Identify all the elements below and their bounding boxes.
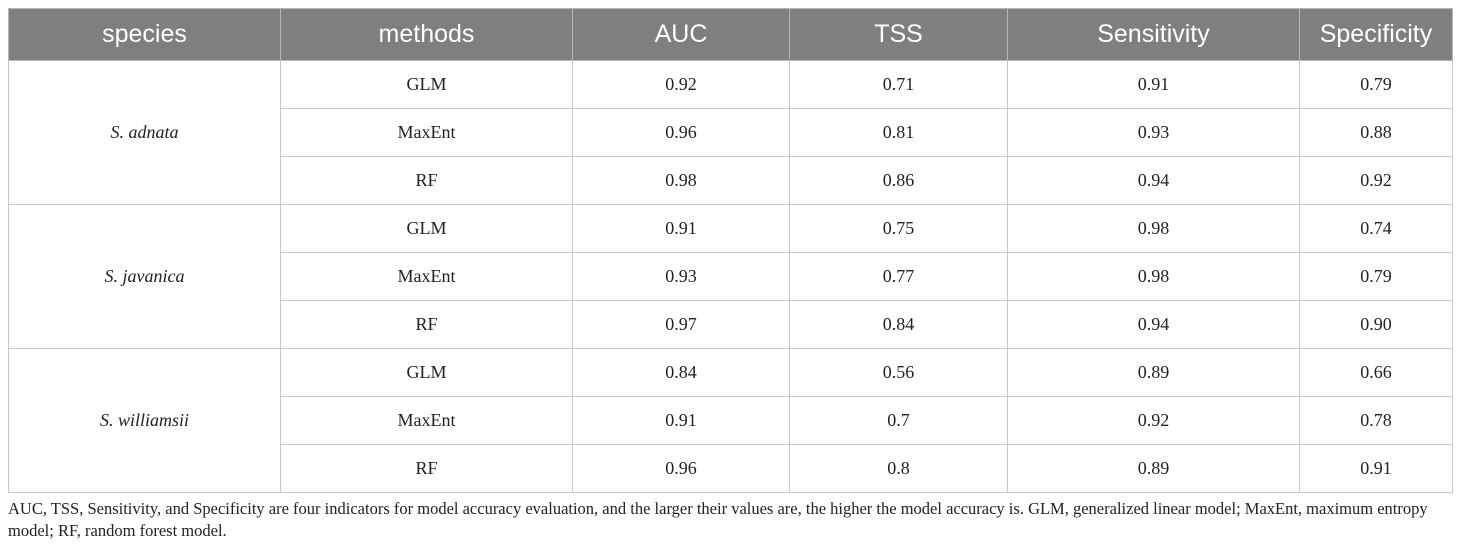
auc-cell: 0.96 (572, 444, 790, 493)
auc-cell: 0.93 (572, 252, 790, 301)
specificity-cell: 0.79 (1299, 252, 1453, 301)
table-row: MaxEnt 0.93 0.77 0.98 0.79 (9, 252, 1453, 301)
table-row: S. williamsii GLM 0.84 0.56 0.89 0.66 (8, 348, 1453, 493)
header-specificity: Specificity (1299, 8, 1453, 61)
sensitivity-cell: 0.98 (1007, 204, 1300, 253)
sensitivity-cell: 0.98 (1007, 252, 1300, 301)
table-footnote: AUC, TSS, Sensitivity, and Specificity a… (8, 499, 1428, 540)
auc-cell: 0.92 (572, 60, 790, 109)
table-row: RF 0.98 0.86 0.94 0.92 (9, 156, 1453, 205)
table-header: species methods AUC TSS Sensitivity Spec… (8, 8, 1453, 61)
specificity-cell: 0.79 (1299, 60, 1453, 109)
specificity-cell: 0.90 (1299, 300, 1453, 349)
method-cell: RF (280, 300, 573, 349)
tss-cell: 0.77 (789, 252, 1008, 301)
header-sensitivity: Sensitivity (1007, 8, 1300, 61)
species-cell: S. adnata (8, 60, 281, 205)
table-row: RF 0.96 0.8 0.89 0.91 (9, 444, 1453, 493)
sensitivity-cell: 0.94 (1007, 300, 1300, 349)
method-cell: MaxEnt (280, 108, 573, 157)
sensitivity-cell: 0.94 (1007, 156, 1300, 205)
specificity-cell: 0.74 (1299, 204, 1453, 253)
auc-cell: 0.97 (572, 300, 790, 349)
specificity-cell: 0.66 (1299, 348, 1453, 397)
table-row: RF 0.97 0.84 0.94 0.90 (9, 300, 1453, 349)
header-tss: TSS (789, 8, 1008, 61)
method-cell: RF (280, 444, 573, 493)
sensitivity-cell: 0.89 (1007, 348, 1300, 397)
table-row: MaxEnt 0.91 0.7 0.92 0.78 (9, 396, 1453, 445)
tss-cell: 0.7 (789, 396, 1008, 445)
tss-cell: 0.81 (789, 108, 1008, 157)
header-row: species methods AUC TSS Sensitivity Spec… (8, 8, 1453, 61)
method-cell: MaxEnt (280, 252, 573, 301)
specificity-cell: 0.91 (1299, 444, 1453, 493)
sensitivity-cell: 0.92 (1007, 396, 1300, 445)
tss-cell: 0.84 (789, 300, 1008, 349)
species-cell: S. javanica (8, 204, 281, 349)
method-cell: RF (280, 156, 573, 205)
tss-cell: 0.8 (789, 444, 1008, 493)
tss-cell: 0.71 (789, 60, 1008, 109)
table-row: MaxEnt 0.96 0.81 0.93 0.88 (9, 108, 1453, 157)
auc-cell: 0.84 (572, 348, 790, 397)
method-cell: GLM (280, 204, 573, 253)
auc-cell: 0.91 (572, 204, 790, 253)
table-body: S. adnata GLM 0.92 0.71 0.91 0.79 MaxEnt 0.96 0.… (8, 60, 1453, 493)
species-cell: S. williamsii (8, 348, 281, 493)
method-cell: GLM (280, 60, 573, 109)
tss-cell: 0.86 (789, 156, 1008, 205)
method-cell: GLM (280, 348, 573, 397)
auc-cell: 0.96 (572, 108, 790, 157)
specificity-cell: 0.92 (1299, 156, 1453, 205)
auc-cell: 0.98 (572, 156, 790, 205)
header-species: species (8, 8, 281, 61)
method-cell: MaxEnt (280, 396, 573, 445)
table-row: S. adnata GLM 0.92 0.71 0.91 0.79 (8, 60, 1453, 205)
tss-cell: 0.56 (789, 348, 1008, 397)
model-accuracy-table: species methods AUC TSS Sensitivity Spec… (8, 8, 1453, 493)
header-auc: AUC (572, 8, 790, 61)
table-row: S. javanica GLM 0.91 0.75 0.98 0.74 (8, 204, 1453, 349)
auc-cell: 0.91 (572, 396, 790, 445)
tss-cell: 0.75 (789, 204, 1008, 253)
sensitivity-cell: 0.93 (1007, 108, 1300, 157)
specificity-cell: 0.88 (1299, 108, 1453, 157)
header-methods: methods (280, 8, 573, 61)
specificity-cell: 0.78 (1299, 396, 1453, 445)
sensitivity-cell: 0.91 (1007, 60, 1300, 109)
sensitivity-cell: 0.89 (1007, 444, 1300, 493)
